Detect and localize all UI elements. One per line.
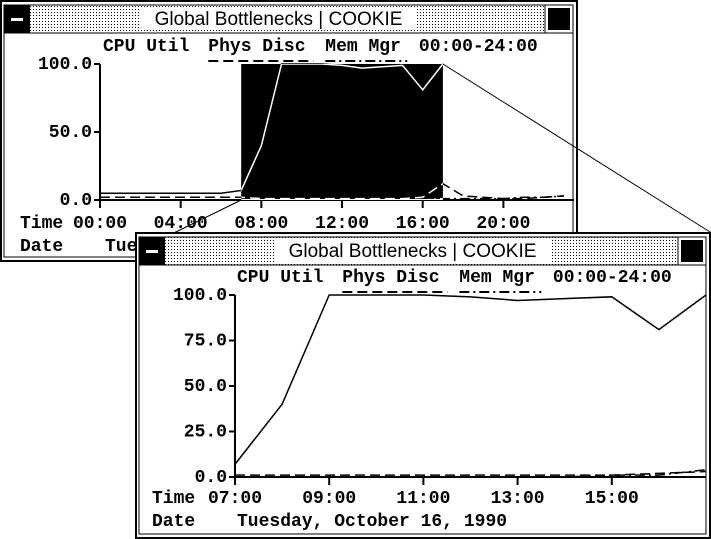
- window-title: Global Bottlenecks | COOKIE: [289, 241, 537, 262]
- y-tick-label: 100.0: [38, 55, 92, 75]
- y-tick-label: 100.0: [173, 286, 227, 306]
- system-menu-bar: [11, 18, 23, 21]
- x-tick-label: 09:00: [302, 489, 356, 509]
- legend-label: Phys Disc: [208, 37, 305, 57]
- title-background: [140, 8, 417, 30]
- x-tick-label: 11:00: [396, 489, 450, 509]
- x-tick-label: 15:00: [585, 489, 639, 509]
- x-tick-label: 13:00: [491, 489, 545, 509]
- legend-label: CPU Util: [103, 37, 190, 57]
- zoom-selection: [241, 64, 443, 200]
- time-range: 00:00-24:00: [553, 268, 672, 288]
- x-tick-label: 07:00: [208, 489, 262, 509]
- zoom-connector: [442, 63, 711, 233]
- x-tick-label: 04:00: [154, 214, 208, 234]
- x-tick-label: 20:00: [476, 214, 530, 234]
- x-axis-label: Time: [20, 214, 63, 234]
- legend-label: Mem Mgr: [459, 268, 535, 288]
- x-axis-label: Time: [152, 489, 195, 509]
- date-label: Date: [20, 237, 63, 257]
- date-value: Tuesday, October 16, 1990: [237, 512, 507, 532]
- legend-label: Mem Mgr: [325, 37, 401, 57]
- system-menu-bar: [146, 250, 158, 253]
- window-title: Global Bottlenecks | COOKIE: [155, 9, 403, 30]
- maximize-button-face: [681, 240, 703, 262]
- y-tick-label: 25.0: [184, 422, 227, 442]
- y-tick-label: 50.0: [184, 377, 227, 397]
- y-tick-label: 0.0: [60, 191, 92, 211]
- legend-label: CPU Util: [237, 268, 324, 288]
- x-tick-label: 00:00: [73, 214, 127, 234]
- x-tick-label: 12:00: [315, 214, 369, 234]
- series-line: [235, 468, 707, 478]
- window-back: Global Bottlenecks | COOKIE CPU Util Phys …: [0, 0, 578, 262]
- series-line: [100, 195, 564, 201]
- date-label: Date: [152, 512, 195, 532]
- y-tick-label: 50.0: [49, 123, 92, 143]
- series-line: [234, 294, 707, 465]
- y-tick-label: 0.0: [195, 468, 227, 488]
- maximize-button-face: [548, 8, 570, 30]
- y-tick-label: 75.0: [184, 331, 227, 351]
- legend-label: Phys Disc: [342, 268, 439, 288]
- x-tick-label: 16:00: [396, 214, 450, 234]
- title-background: [274, 240, 551, 262]
- x-tick-label: 08:00: [234, 214, 288, 234]
- series-line: [235, 470, 707, 476]
- window-front: Global Bottlenecks | COOKIE CPU Util Phys …: [135, 232, 711, 539]
- time-range: 00:00-24:00: [419, 37, 538, 57]
